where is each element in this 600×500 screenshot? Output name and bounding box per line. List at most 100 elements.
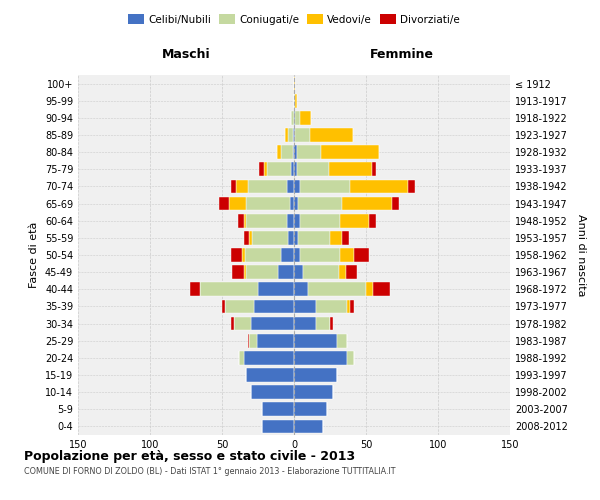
Bar — [286, 128, 288, 142]
Bar — [300, 214, 340, 228]
Bar — [244, 351, 294, 364]
Bar — [294, 351, 347, 364]
Bar — [294, 282, 308, 296]
Bar — [350, 300, 355, 314]
Bar — [329, 162, 372, 176]
Bar — [242, 248, 245, 262]
Bar — [264, 162, 266, 176]
Bar — [300, 248, 340, 262]
Bar — [294, 368, 337, 382]
Bar — [291, 162, 294, 176]
Bar — [294, 196, 298, 210]
Bar — [247, 368, 294, 382]
Bar — [294, 266, 302, 279]
Bar — [294, 214, 300, 228]
Bar — [294, 334, 337, 347]
Bar — [295, 111, 300, 124]
Bar — [258, 282, 294, 296]
Bar — [287, 214, 294, 228]
Bar — [236, 180, 248, 194]
Bar — [308, 282, 366, 296]
Bar — [310, 128, 353, 142]
Bar — [278, 266, 294, 279]
Bar — [302, 266, 338, 279]
Bar — [248, 334, 250, 347]
Bar — [245, 248, 281, 262]
Bar — [373, 282, 391, 296]
Bar — [338, 266, 346, 279]
Bar — [295, 128, 310, 142]
Bar — [330, 231, 341, 244]
Bar — [232, 266, 244, 279]
Bar — [294, 128, 295, 142]
Bar — [300, 180, 350, 194]
Bar — [222, 300, 225, 314]
Bar — [369, 214, 376, 228]
Bar — [298, 196, 341, 210]
Legend: Celibi/Nubili, Coniugati/e, Vedovi/e, Divorziati/e: Celibi/Nubili, Coniugati/e, Vedovi/e, Di… — [124, 10, 464, 29]
Bar — [294, 300, 316, 314]
Text: Maschi: Maschi — [161, 48, 211, 60]
Bar — [297, 146, 322, 159]
Bar — [293, 128, 294, 142]
Bar — [248, 180, 287, 194]
Bar — [287, 180, 294, 194]
Bar — [254, 300, 294, 314]
Bar — [244, 214, 247, 228]
Bar — [244, 266, 247, 279]
Bar — [252, 231, 288, 244]
Bar — [281, 248, 294, 262]
Text: Popolazione per età, sesso e stato civile - 2013: Popolazione per età, sesso e stato civil… — [24, 450, 355, 463]
Bar — [294, 162, 297, 176]
Bar — [200, 282, 258, 296]
Bar — [294, 402, 327, 416]
Bar — [225, 300, 254, 314]
Bar — [350, 180, 408, 194]
Bar — [259, 162, 264, 176]
Bar — [250, 334, 257, 347]
Bar — [190, 282, 200, 296]
Bar — [294, 146, 297, 159]
Bar — [293, 146, 294, 159]
Bar — [290, 196, 294, 210]
Bar — [288, 231, 294, 244]
Text: Femmine: Femmine — [370, 48, 434, 60]
Bar — [266, 162, 291, 176]
Bar — [316, 300, 347, 314]
Bar — [337, 334, 347, 347]
Y-axis label: Anni di nascita: Anni di nascita — [576, 214, 586, 296]
Bar — [366, 282, 373, 296]
Bar — [229, 196, 247, 210]
Bar — [247, 196, 290, 210]
Bar — [347, 351, 355, 364]
Bar — [262, 402, 294, 416]
Bar — [408, 180, 415, 194]
Bar — [341, 196, 392, 210]
Bar — [298, 231, 330, 244]
Bar — [294, 386, 333, 399]
Bar — [347, 300, 350, 314]
Bar — [294, 420, 323, 434]
Bar — [322, 146, 379, 159]
Bar — [244, 231, 250, 244]
Bar — [340, 248, 355, 262]
Bar — [294, 231, 298, 244]
Bar — [219, 196, 229, 210]
Bar — [295, 94, 297, 108]
Bar — [291, 111, 294, 124]
Y-axis label: Fasce di età: Fasce di età — [29, 222, 39, 288]
Bar — [300, 111, 311, 124]
Bar — [250, 231, 252, 244]
Bar — [230, 248, 242, 262]
Bar — [294, 180, 300, 194]
Bar — [294, 94, 295, 108]
Bar — [257, 334, 294, 347]
Bar — [294, 111, 295, 124]
Bar — [294, 76, 295, 90]
Bar — [251, 316, 294, 330]
Bar — [297, 162, 329, 176]
Bar — [355, 248, 369, 262]
Bar — [316, 316, 330, 330]
Bar — [247, 214, 287, 228]
Bar — [346, 266, 358, 279]
